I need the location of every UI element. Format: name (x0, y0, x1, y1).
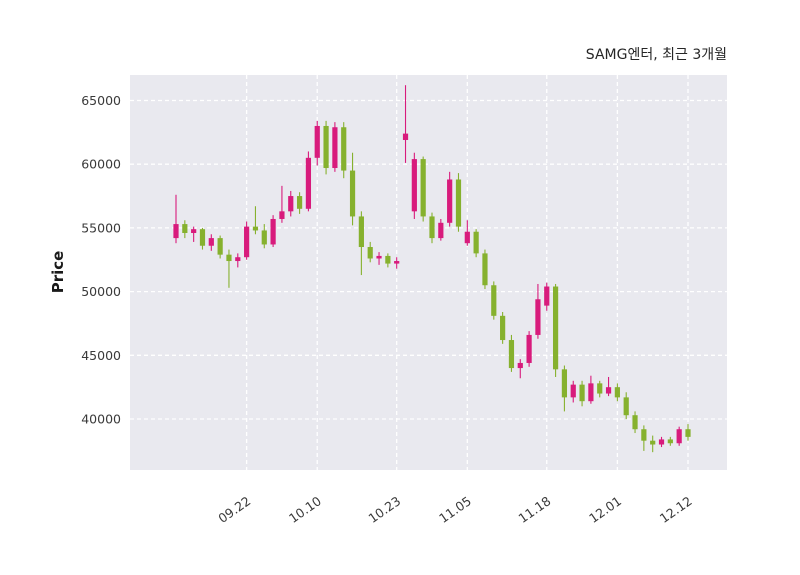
candle-body (535, 299, 541, 335)
y-tick-label: 40000 (81, 412, 121, 427)
candle-body (226, 254, 232, 262)
candle-body (244, 226, 250, 258)
candle-body (323, 125, 329, 169)
candle-body (597, 383, 603, 394)
candle-body (261, 230, 267, 245)
x-tick-label: 12.01 (586, 493, 624, 526)
candle-body (429, 216, 435, 239)
candle-body (191, 229, 197, 233)
candle-body (544, 286, 550, 306)
candle-body (296, 196, 303, 209)
y-tick-label: 65000 (81, 93, 121, 108)
candle-body (288, 196, 294, 212)
candle-body (508, 340, 515, 369)
candle-body (252, 226, 259, 231)
x-tick-label: 10.10 (286, 493, 324, 526)
candle-body (376, 255, 382, 259)
candle-body (614, 387, 620, 398)
candle-body (217, 238, 223, 255)
candle-body (676, 429, 682, 444)
candle-body (332, 127, 338, 169)
candle-body (358, 216, 364, 248)
candle-body (385, 255, 391, 264)
candle-body (235, 257, 241, 262)
candle-body (482, 253, 488, 286)
candle-body (605, 387, 612, 394)
y-axis-label: Price (49, 250, 67, 294)
candle-body (579, 384, 585, 402)
candle-body (349, 170, 356, 217)
candle-body (305, 157, 312, 209)
candle-body (438, 222, 444, 239)
candle-body (455, 179, 462, 227)
x-tick-label: 12.12 (657, 493, 695, 526)
candle-body (367, 247, 373, 259)
candle-body (473, 231, 479, 254)
candle-body (570, 384, 576, 398)
candle-body (182, 224, 188, 233)
candle-body (402, 133, 409, 140)
candle-body (314, 125, 320, 158)
candle-body (685, 429, 691, 437)
candle-body (650, 440, 656, 445)
candle-body (447, 179, 453, 223)
candle-body (411, 159, 417, 212)
plot-area (130, 75, 727, 470)
x-tick-label: 10.23 (365, 493, 403, 526)
candle-body (632, 415, 638, 430)
candle-body (173, 224, 179, 239)
x-tick-label: 11.05 (436, 493, 474, 526)
candle-body (641, 429, 647, 441)
x-tick-label: 09.22 (215, 493, 253, 526)
candle-body (464, 231, 470, 244)
candle-body (526, 334, 532, 363)
candle-body (270, 218, 276, 245)
candle-body (500, 315, 506, 341)
candle-body (667, 439, 673, 444)
candle-body (208, 238, 214, 246)
candle-body (341, 127, 347, 171)
candle-body (588, 383, 594, 402)
y-tick-label: 45000 (81, 348, 121, 363)
candle-body (420, 159, 426, 217)
candle-body (561, 369, 568, 398)
candle-body (279, 211, 285, 219)
y-tick-label: 60000 (81, 157, 121, 172)
y-tick-label: 50000 (81, 284, 121, 299)
candle-body (552, 286, 559, 370)
candle-body (394, 261, 400, 264)
y-tick-label: 55000 (81, 220, 121, 235)
candle-body (658, 439, 665, 445)
candle-body (199, 229, 206, 246)
x-tick-label: 11.18 (516, 493, 554, 526)
candle-body (517, 362, 523, 369)
candle-body (491, 285, 497, 316)
candle-body (623, 397, 629, 416)
chart-title: SAMG엔터, 최근 3개월 (585, 47, 727, 63)
